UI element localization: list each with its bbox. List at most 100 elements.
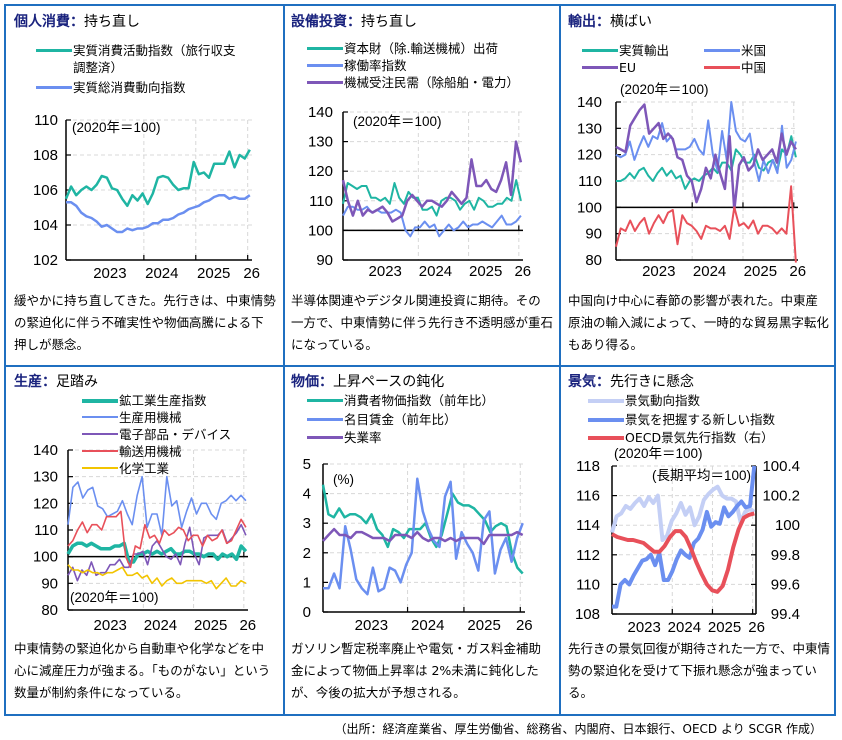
legend-item: 生産用機械 (82, 409, 231, 426)
panel-title-sep: ： (596, 14, 610, 30)
x-tick-label: 26 (239, 617, 256, 634)
legend-item: 実質総消費動向指数 (36, 79, 246, 96)
divider (559, 6, 561, 714)
x-tick-label: 2024 (145, 265, 178, 282)
legend-swatch (307, 417, 343, 421)
panel-exports: 輸出：横ばい 実質輸出 米国 EU 中国 80 90 100 110 120 130 140… (560, 6, 836, 366)
y-tick-label-right: 100 (775, 517, 800, 534)
chart-legend: 資本財（除.輸送機械）出荷 稼働率指数 機械受注民需（除船舶・電力） (307, 40, 519, 91)
x-tick-label: 2024 (419, 263, 452, 280)
y-tick-label: 100 (577, 199, 602, 216)
panel-title-key: 物価 (291, 374, 319, 390)
y-tick-label-right: 100.2 (762, 488, 800, 505)
y-tick-label: 100 (308, 222, 333, 239)
panel-title-sep: ： (347, 14, 361, 30)
legend-item: 実質輸出 (582, 42, 704, 59)
y-tick-label: 90 (585, 226, 602, 243)
y-tick-label: 108 (575, 606, 600, 623)
chart-legend: 実質消費活動指数（旅行収支調整済） 実質総消費動向指数 (36, 42, 246, 96)
y-tick-label: 118 (576, 458, 600, 475)
y-tick-label-right: 100.4 (762, 458, 800, 475)
legend-label: 実質総消費動向指数 (73, 80, 186, 95)
series-line (323, 477, 524, 596)
legend-item: OECD景気先行指数（右） (588, 429, 775, 448)
legend-item: EU (582, 59, 704, 76)
panel-title: 輸出：横ばい (568, 11, 652, 31)
legend-label: 消費者物価指数（前年比） (344, 393, 495, 408)
y-tick-label: 130 (577, 120, 602, 137)
legend-label: 電子部品・デバイス (119, 427, 232, 442)
chart-legend: 鉱工業生産指数 生産用機械 電子部品・デバイス 輸送用機械 化学工業 (82, 392, 231, 477)
legend-label: 鉱工業生産指数 (119, 393, 207, 408)
panel-title: 生産：足踏み (14, 371, 98, 391)
panel-consumption: 個人消費：持ち直し 実質消費活動指数（旅行収支調整済） 実質総消費動向指数 10… (6, 6, 282, 366)
legend-swatch (582, 49, 618, 52)
panel-title-status: 持ち直し (84, 14, 140, 30)
y-tick-label: 100 (33, 549, 58, 566)
panel-title-key: 個人消費 (14, 14, 70, 30)
x-tick-label: 26 (516, 617, 533, 634)
panel-prices: 物価：上昇ペースの鈍化 消費者物価指数（前年比） 名目賃金（前年比） 失業率 0… (283, 366, 559, 716)
y-tick-label: 110 (309, 193, 333, 210)
panel-title-key: 設備投資 (291, 14, 347, 30)
chart-annotation: (2020年＝100) (620, 82, 709, 97)
legend-label: 景気を把握する新しい指数 (625, 411, 776, 427)
chart-annotation: (2020年＝100) (70, 590, 159, 605)
x-tick-label: 2024 (668, 619, 701, 636)
series-line (615, 103, 797, 212)
legend-label: 名目賃金（前年比） (344, 411, 457, 427)
y-tick-label: 3 (303, 515, 311, 532)
panel-description: 中東情勢の緊迫化から自動車や化学などを中心に減産圧力が強まる。「ものがない」とい… (14, 641, 271, 700)
chart-prices: 0 1 2 3 4 5 2023 2024 2025 26 (%) (303, 456, 533, 634)
legend-swatch (588, 417, 624, 422)
chart-business-conditions: 108 110 112 114 116 118 99.4 99.6 99.8 100 100.2 10… (575, 446, 800, 636)
legend-swatch (588, 399, 624, 403)
x-tick-label: 2025 (744, 263, 777, 280)
panel-title: 景気：先行きに懸念 (568, 371, 694, 391)
legend-item: 鉱工業生産指数 (82, 392, 231, 409)
legend-label: 化学工業 (119, 461, 170, 476)
panel-title-key: 生産 (14, 374, 42, 390)
legend-swatch (704, 66, 740, 69)
x-tick-label: 2023 (93, 265, 126, 282)
chart-exports: 80 90 100 110 120 130 140 2023 2024 2025 26 (2020年＝… (577, 82, 806, 280)
x-tick-label: 26 (789, 263, 806, 280)
y-tick-label: 130 (33, 469, 58, 486)
legend-swatch (307, 399, 343, 402)
divider (283, 6, 285, 714)
x-tick-label: 2025 (197, 265, 230, 282)
legend-item: 輸送用機械 (82, 443, 231, 460)
chart-annotation: (2020年＝100) (353, 114, 442, 129)
legend-item: 機械受注民需（除船舶・電力） (307, 74, 519, 91)
chart-legend: 消費者物価指数（前年比） 名目賃金（前年比） 失業率 (307, 392, 494, 448)
legend-swatch (82, 416, 118, 418)
x-tick-label: 2025 (469, 263, 502, 280)
series-line (321, 484, 524, 575)
x-tick-label: 2024 (144, 617, 177, 634)
legend-item: 失業率 (307, 429, 494, 448)
y-tick-label-right: 99.6 (771, 576, 800, 593)
legend-label: 実質消費活動指数（旅行収支調整済） (73, 43, 236, 75)
series-line (341, 140, 523, 223)
y-tick-label: 116 (576, 488, 600, 505)
panel-production: 生産：足踏み 80 90 100 110 120 130 140 2023 2024 2025 26… (6, 366, 282, 716)
panel-title-status: 上昇ペースの鈍化 (333, 374, 445, 390)
y-tick-label: 80 (585, 252, 602, 269)
legend-label: 景気動向指数 (625, 393, 701, 408)
x-tick-label: 2023 (94, 617, 127, 634)
legend-item: 景気動向指数 (588, 392, 775, 411)
series-line (67, 510, 247, 569)
panel-title-sep: ： (596, 374, 610, 390)
series-line (66, 541, 248, 564)
chart-legend: 景気動向指数 景気を把握する新しい指数 OECD景気先行指数（右） (588, 392, 775, 448)
y-tick-label: 140 (308, 104, 333, 121)
panel-title-status: 足踏み (56, 374, 98, 390)
panel-title: 設備投資：持ち直し (291, 11, 417, 31)
series-line (615, 101, 797, 182)
legend-swatch (582, 66, 618, 69)
series-line (610, 484, 756, 542)
y-tick-label: 130 (308, 134, 333, 151)
y-tick-label: 110 (578, 173, 602, 190)
y-tick-label: 2 (303, 545, 311, 562)
y-tick-label: 112 (576, 547, 600, 564)
